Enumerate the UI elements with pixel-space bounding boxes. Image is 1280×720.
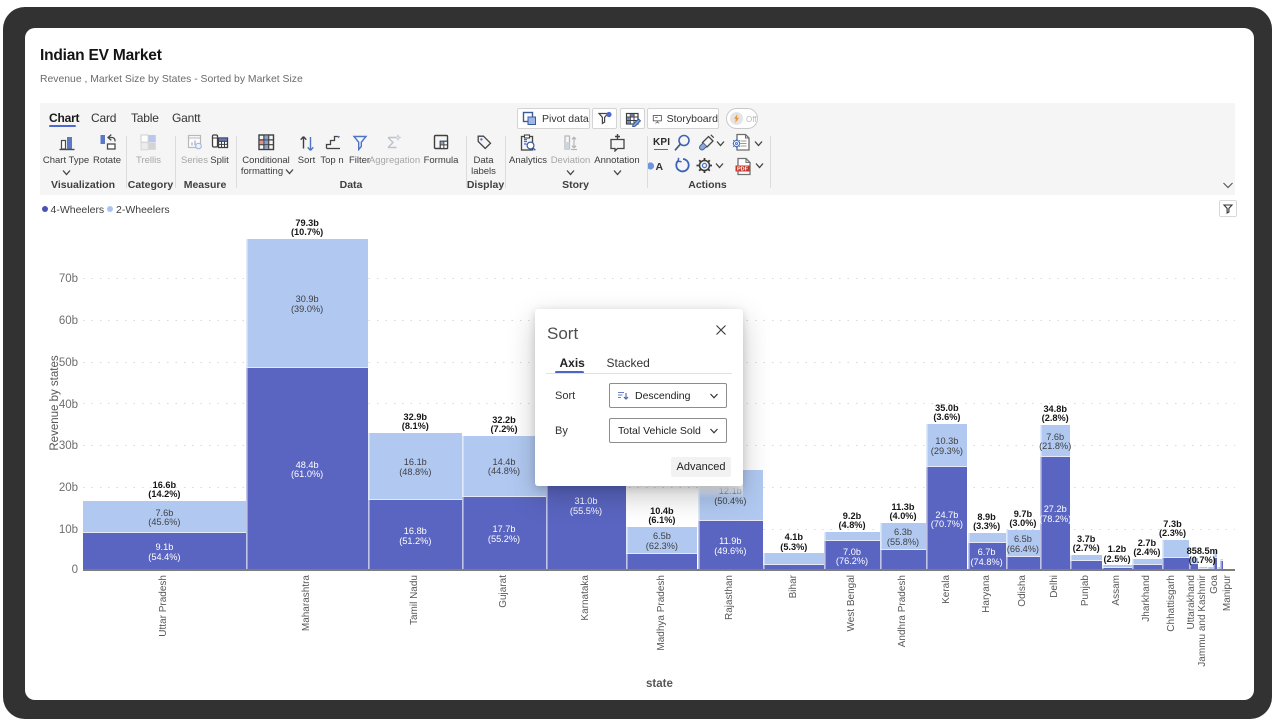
svg-text:PDF: PDF — [737, 166, 749, 172]
svg-text:A: A — [656, 161, 664, 173]
